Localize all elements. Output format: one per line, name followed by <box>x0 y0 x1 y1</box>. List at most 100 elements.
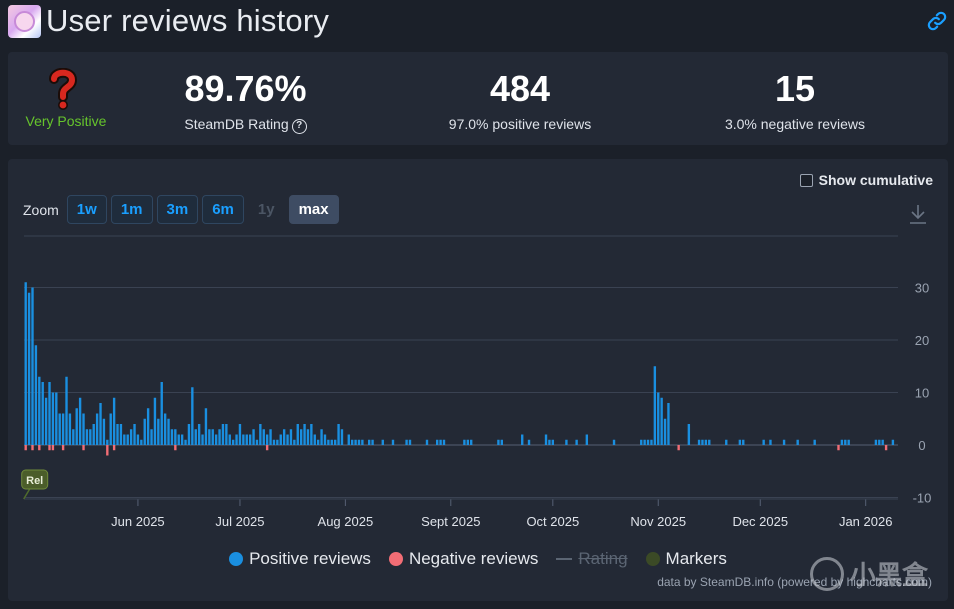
positive-bar[interactable] <box>769 439 772 445</box>
negative-bar[interactable] <box>677 445 680 451</box>
link-icon[interactable] <box>926 10 948 32</box>
positive-bar[interactable] <box>575 439 578 445</box>
positive-bar[interactable] <box>544 434 548 446</box>
positive-bar[interactable] <box>667 403 670 445</box>
positive-bar[interactable] <box>228 434 231 446</box>
positive-bar[interactable] <box>221 424 225 445</box>
positive-bar[interactable] <box>286 434 289 446</box>
credit-text[interactable]: data by SteamDB.info (powered by highcha… <box>657 575 932 589</box>
cumulative-checkbox[interactable] <box>799 173 813 187</box>
positive-bar[interactable] <box>646 439 650 445</box>
positive-bar[interactable] <box>323 434 327 446</box>
positive-bar[interactable] <box>840 439 844 445</box>
positive-bar[interactable] <box>106 439 109 445</box>
positive-bar[interactable] <box>367 439 371 445</box>
positive-bar[interactable] <box>272 439 276 445</box>
positive-bar[interactable] <box>95 413 99 446</box>
positive-bar[interactable] <box>299 429 303 445</box>
negative-bar[interactable] <box>106 445 109 456</box>
positive-bar[interactable] <box>327 439 330 445</box>
download-icon[interactable] <box>908 203 928 225</box>
positive-bar[interactable] <box>320 429 323 445</box>
negative-bar[interactable] <box>61 445 65 451</box>
show-cumulative-toggle[interactable]: Show cumulative <box>799 172 933 188</box>
positive-bar[interactable] <box>38 376 41 445</box>
positive-bar[interactable] <box>208 429 211 445</box>
release-marker[interactable] <box>21 469 49 490</box>
zoom-1w-button[interactable]: 1w <box>66 195 107 224</box>
positive-bar[interactable] <box>255 439 259 445</box>
positive-bar[interactable] <box>99 403 102 445</box>
positive-bar[interactable] <box>371 439 374 445</box>
positive-bar[interactable] <box>357 439 361 445</box>
positive-bar[interactable] <box>653 366 657 445</box>
positive-bar[interactable] <box>891 439 895 445</box>
positive-bar[interactable] <box>276 439 279 445</box>
positive-bar[interactable] <box>643 439 646 445</box>
positive-bar[interactable] <box>306 429 310 445</box>
positive-bar[interactable] <box>65 376 68 445</box>
negative-bar[interactable] <box>174 445 177 451</box>
positive-bar[interactable] <box>881 439 884 445</box>
positive-bar[interactable] <box>405 439 408 445</box>
positive-bar[interactable] <box>242 434 245 446</box>
positive-bar[interactable] <box>265 434 269 446</box>
negative-bar[interactable] <box>51 445 55 451</box>
positive-bar[interactable] <box>738 439 742 445</box>
positive-bar[interactable] <box>163 413 167 446</box>
positive-bar[interactable] <box>497 439 500 445</box>
positive-bar[interactable] <box>657 392 660 446</box>
positive-bar[interactable] <box>813 439 816 445</box>
positive-bar[interactable] <box>211 429 214 445</box>
positive-bar[interactable] <box>41 382 44 445</box>
positive-bar[interactable] <box>112 397 116 445</box>
positive-bar[interactable] <box>48 382 51 445</box>
negative-bar[interactable] <box>24 445 27 451</box>
positive-bar[interactable] <box>140 439 143 445</box>
positive-bar[interactable] <box>316 439 320 445</box>
positive-bar[interactable] <box>92 424 95 445</box>
legend-rating[interactable]: Rating <box>556 549 628 569</box>
positive-bar[interactable] <box>82 413 85 446</box>
positive-bar[interactable] <box>408 439 412 445</box>
positive-bar[interactable] <box>612 439 616 445</box>
positive-bar[interactable] <box>150 429 153 445</box>
positive-bar[interactable] <box>58 413 61 446</box>
legend-markers[interactable]: Markers <box>645 549 727 569</box>
positive-bar[interactable] <box>296 424 299 445</box>
positive-bar[interactable] <box>282 429 286 445</box>
positive-bar[interactable] <box>844 439 847 445</box>
positive-bar[interactable] <box>640 439 643 445</box>
positive-bar[interactable] <box>687 424 691 445</box>
positive-bar[interactable] <box>72 429 75 445</box>
positive-bar[interactable] <box>44 397 48 445</box>
positive-bar[interactable] <box>252 429 255 445</box>
positive-bar[interactable] <box>333 439 337 445</box>
positive-bar[interactable] <box>61 413 65 446</box>
positive-bar[interactable] <box>170 429 174 445</box>
positive-bar[interactable] <box>160 382 163 445</box>
positive-bar[interactable] <box>565 439 568 445</box>
negative-bar[interactable] <box>31 445 34 451</box>
positive-bar[interactable] <box>725 439 728 445</box>
positive-bar[interactable] <box>126 434 129 446</box>
positive-bar[interactable] <box>201 434 204 446</box>
positive-bar[interactable] <box>439 439 442 445</box>
positive-bar[interactable] <box>663 418 667 445</box>
positive-bar[interactable] <box>521 434 524 446</box>
positive-bar[interactable] <box>293 439 296 445</box>
positive-bar[interactable] <box>167 418 170 445</box>
positive-bar[interactable] <box>289 429 293 445</box>
positive-bar[interactable] <box>187 424 191 445</box>
positive-bar[interactable] <box>85 429 89 445</box>
positive-bar[interactable] <box>701 439 704 445</box>
positive-bar[interactable] <box>650 439 653 445</box>
positive-bar[interactable] <box>350 439 354 445</box>
positive-bar[interactable] <box>191 387 194 445</box>
positive-bar[interactable] <box>197 424 201 445</box>
positive-bar[interactable] <box>548 439 551 445</box>
positive-bar[interactable] <box>347 434 350 446</box>
negative-bar[interactable] <box>884 445 888 451</box>
positive-bar[interactable] <box>153 397 157 445</box>
positive-bar[interactable] <box>180 434 184 446</box>
